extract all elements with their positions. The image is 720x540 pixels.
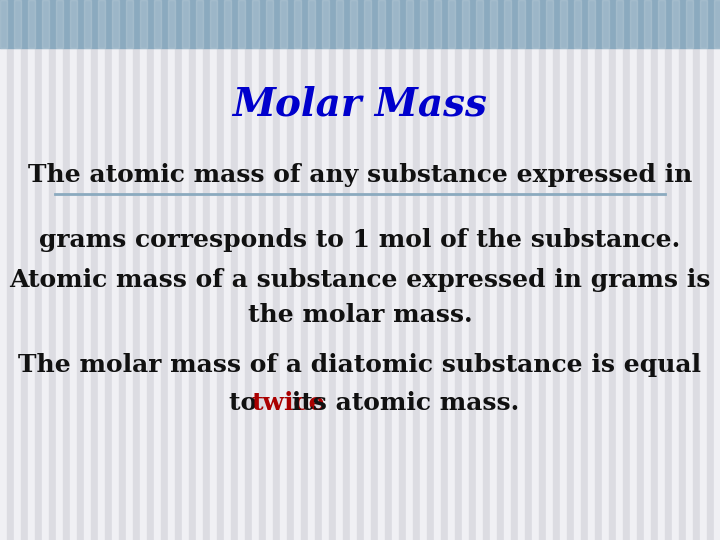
Text: Molar Mass: Molar Mass: [233, 86, 487, 124]
Text: Atomic mass of a substance expressed in grams is: Atomic mass of a substance expressed in …: [9, 268, 711, 292]
Text: its atomic mass.: its atomic mass.: [283, 391, 519, 415]
Text: grams corresponds to 1 mol of the substance.: grams corresponds to 1 mol of the substa…: [40, 228, 680, 252]
Text: the molar mass.: the molar mass.: [248, 303, 472, 327]
Text: The molar mass of a diatomic substance is equal: The molar mass of a diatomic substance i…: [19, 353, 701, 377]
Text: to: to: [230, 391, 266, 415]
Text: twice: twice: [252, 391, 325, 415]
Text: The atomic mass of any substance expressed in: The atomic mass of any substance express…: [28, 163, 692, 187]
